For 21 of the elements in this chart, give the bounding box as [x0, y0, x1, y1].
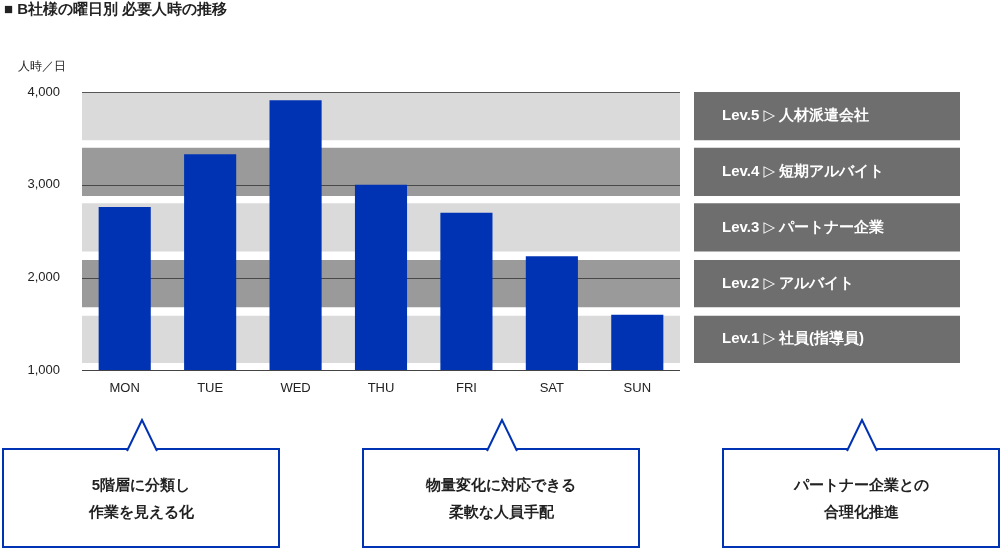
y-tick-label: 2,000 [27, 269, 60, 285]
y-tick-label: 3,000 [27, 176, 60, 192]
band-label: Lev.1 ▷ 社員(指導員) [722, 329, 865, 347]
band-label: Lev.3 ▷ パートナー企業 [722, 217, 885, 235]
y-tick-label: 4,000 [27, 83, 60, 99]
x-tick-label: SAT [539, 379, 565, 395]
band-label: Lev.4 ▷ 短期アルバイト [722, 161, 885, 179]
y-axis-title: 人時／日 [18, 58, 66, 75]
x-tick-label: SUN [623, 379, 652, 395]
text: 物量変化に対応できる柔軟な人員手配 [425, 475, 577, 522]
band-label: Lev.2 ▷ アルバイト [722, 273, 855, 291]
band-label: Lev.5 ▷ 人材派遣会社 [722, 106, 870, 124]
text: パートナー企業との合理化推進 [792, 475, 930, 522]
text: 5階層に分類し作業を見える化 [88, 475, 194, 522]
x-tick-label: WED [280, 379, 311, 395]
x-tick-label: TUE [197, 379, 224, 395]
y-tick-label: 1,000 [27, 361, 60, 377]
chart-title: ■ B社様の曜日別 必要人時の推移 [4, 0, 228, 19]
x-tick-label: FRI [455, 379, 477, 395]
x-tick-label: THU [367, 379, 395, 395]
x-tick-label: MON [109, 379, 140, 395]
